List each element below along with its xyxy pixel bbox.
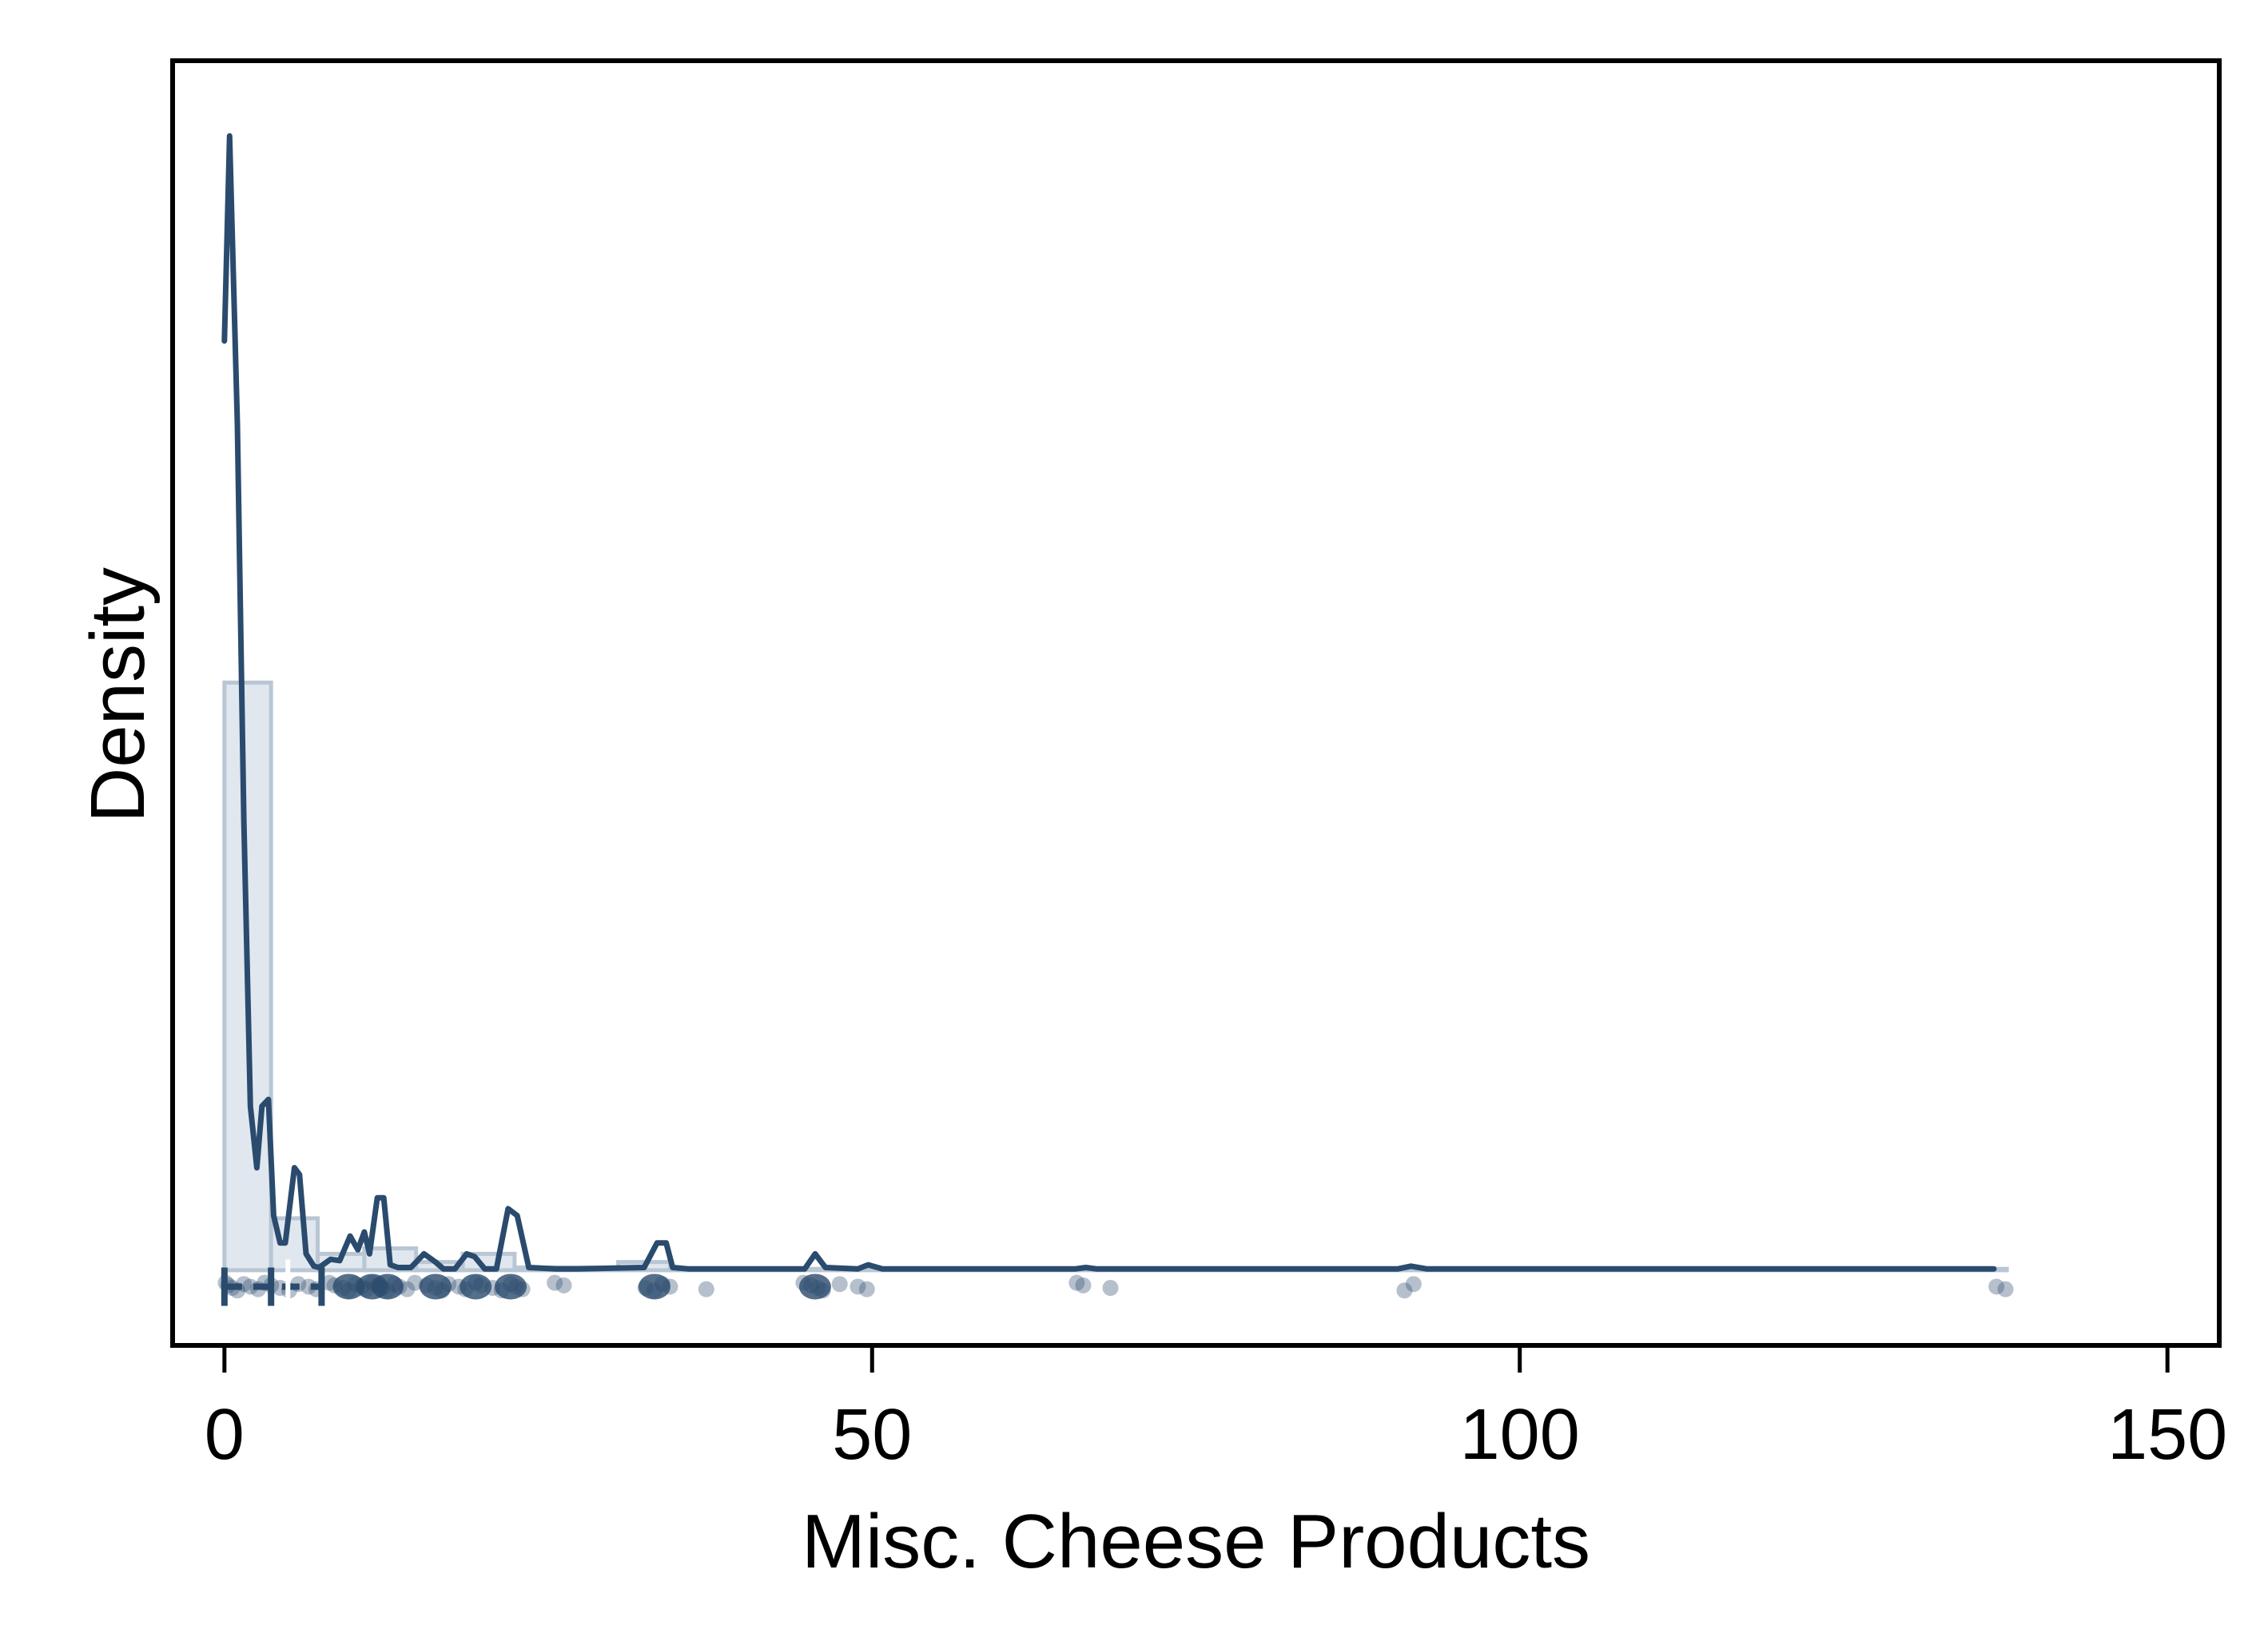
x-tick-label: 50 (832, 1395, 912, 1475)
y-axis-title: Density (75, 567, 161, 823)
boxplot (221, 1259, 325, 1325)
rug-point-cluster (332, 1274, 365, 1300)
rug-point-cluster (420, 1274, 452, 1300)
rug-point (242, 1278, 259, 1295)
x-tick-label: 0 (205, 1395, 245, 1475)
x-tick-label: 150 (2107, 1395, 2227, 1475)
x-axis-ticks: 0 50 100 150 (205, 1345, 2227, 1475)
histogram-bar-0 (222, 680, 273, 1273)
x-tick-label: 100 (1460, 1395, 1580, 1475)
rug-point-cluster (638, 1274, 670, 1300)
rug-point (831, 1276, 848, 1293)
rug-point (547, 1274, 563, 1291)
rug-point-cluster (460, 1274, 492, 1300)
plot-frame (170, 58, 2222, 1348)
rug-point (1396, 1282, 1413, 1299)
x-axis-title: Misc. Cheese Products (802, 1499, 1590, 1584)
density-curve (221, 133, 1997, 1272)
rug-point (300, 1278, 317, 1295)
histogram-bars (222, 680, 2009, 1273)
rug-point (1988, 1278, 2005, 1295)
rug-point-cluster (495, 1274, 527, 1300)
rug-point-cluster (798, 1274, 831, 1300)
rug-point (1102, 1280, 1119, 1297)
rug-point (698, 1281, 714, 1297)
rug-point (1068, 1274, 1085, 1291)
density-curve-layer (221, 133, 1997, 1272)
rug-point (1405, 1276, 1422, 1293)
rug-point-cluster (372, 1274, 404, 1300)
rug-points (217, 1274, 2014, 1300)
rug-point (850, 1278, 866, 1295)
rug-point (858, 1281, 875, 1297)
rug-point (1997, 1281, 2014, 1297)
rug-point (407, 1274, 424, 1291)
rug-point (1075, 1277, 1092, 1293)
rug-point (555, 1277, 572, 1293)
